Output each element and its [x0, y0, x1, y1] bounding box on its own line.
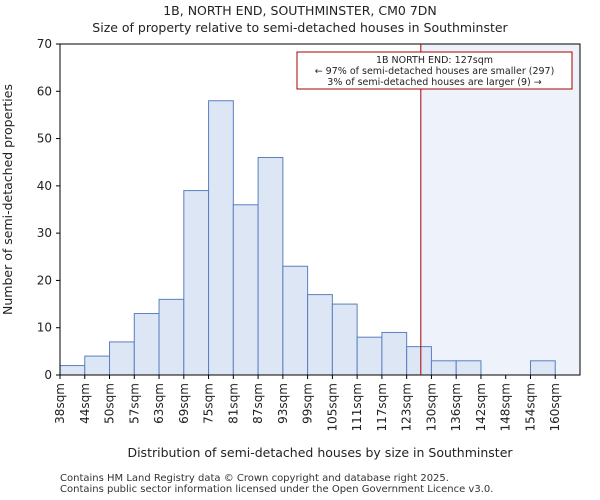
x-tick-label: 160sqm: [548, 383, 562, 431]
x-tick-label: 81sqm: [226, 383, 240, 424]
x-tick-label: 93sqm: [276, 383, 290, 424]
x-tick-label: 136sqm: [449, 383, 463, 431]
x-tick-label: 50sqm: [103, 383, 117, 424]
bar: [109, 341, 135, 376]
x-tick-label: 69sqm: [177, 383, 191, 424]
y-tick-label: 70: [37, 37, 52, 51]
x-tick-label: 75sqm: [202, 383, 216, 424]
footer-copyright: Contains HM Land Registry data © Crown c…: [60, 473, 449, 484]
y-axis-label: Number of semi-detached properties: [0, 84, 15, 315]
chart-subtitle: Size of property relative to semi-detach…: [92, 20, 508, 35]
bar: [381, 331, 408, 376]
y-tick-label: 40: [37, 179, 52, 193]
y-tick-label: 60: [37, 84, 52, 98]
x-tick-label: 57sqm: [127, 383, 141, 424]
bar: [529, 360, 556, 376]
x-tick-label: 105sqm: [325, 383, 339, 431]
x-tick-label: 148sqm: [499, 383, 513, 431]
y-tick-label: 30: [37, 226, 52, 240]
y-tick-label: 0: [44, 368, 52, 382]
x-tick-label: 117sqm: [375, 383, 389, 431]
y-tick-label: 50: [37, 132, 52, 146]
x-tick-label: 38sqm: [53, 383, 67, 424]
annotation-title: 1B NORTH END: 127sqm: [376, 55, 493, 66]
x-tick-label: 154sqm: [523, 383, 537, 431]
x-tick-label: 130sqm: [424, 383, 438, 431]
chart: 0 10 20 30 40 50 60 70 38sqm 44sqm 50sqm 57sqm 63sqm…: [0, 37, 581, 460]
bar: [282, 265, 309, 376]
x-tick-label: 63sqm: [152, 383, 166, 424]
plot-frame: [59, 43, 581, 376]
highlight-region: [420, 44, 580, 375]
x-tick-label: 142sqm: [474, 383, 488, 431]
x-tick-label: 111sqm: [350, 383, 364, 431]
x-tick-label: 87sqm: [251, 383, 265, 424]
y-tick-label: 10: [37, 321, 52, 335]
footer-licence: Contains public sector information licen…: [60, 484, 494, 495]
x-tick-label: 44sqm: [78, 383, 92, 424]
bar: [59, 365, 86, 376]
bar: [257, 156, 284, 376]
x-tick-label: 123sqm: [400, 383, 414, 431]
bar: [430, 360, 457, 376]
bar: [307, 294, 333, 376]
bar: [455, 360, 482, 376]
bar: [158, 298, 185, 376]
bar: [84, 355, 111, 376]
x-tick-label: 99sqm: [301, 383, 315, 424]
bar: [208, 100, 234, 376]
y-tick-label: 20: [37, 273, 52, 287]
bar: [232, 204, 259, 376]
bar: [406, 346, 432, 376]
annotation-box: [296, 51, 573, 90]
x-axis-label: Distribution of semi-detached houses by …: [127, 445, 513, 460]
bar: [331, 303, 358, 376]
chart-title: 1B, NORTH END, SOUTHMINSTER, CM0 7DN: [163, 3, 437, 18]
annotation-larger: 3% of semi-detached houses are larger (9…: [327, 77, 541, 88]
bar: [183, 190, 210, 376]
bar: [133, 313, 160, 376]
bar: [356, 336, 383, 376]
annotation-smaller: ← 97% of semi-detached houses are smalle…: [315, 66, 555, 77]
